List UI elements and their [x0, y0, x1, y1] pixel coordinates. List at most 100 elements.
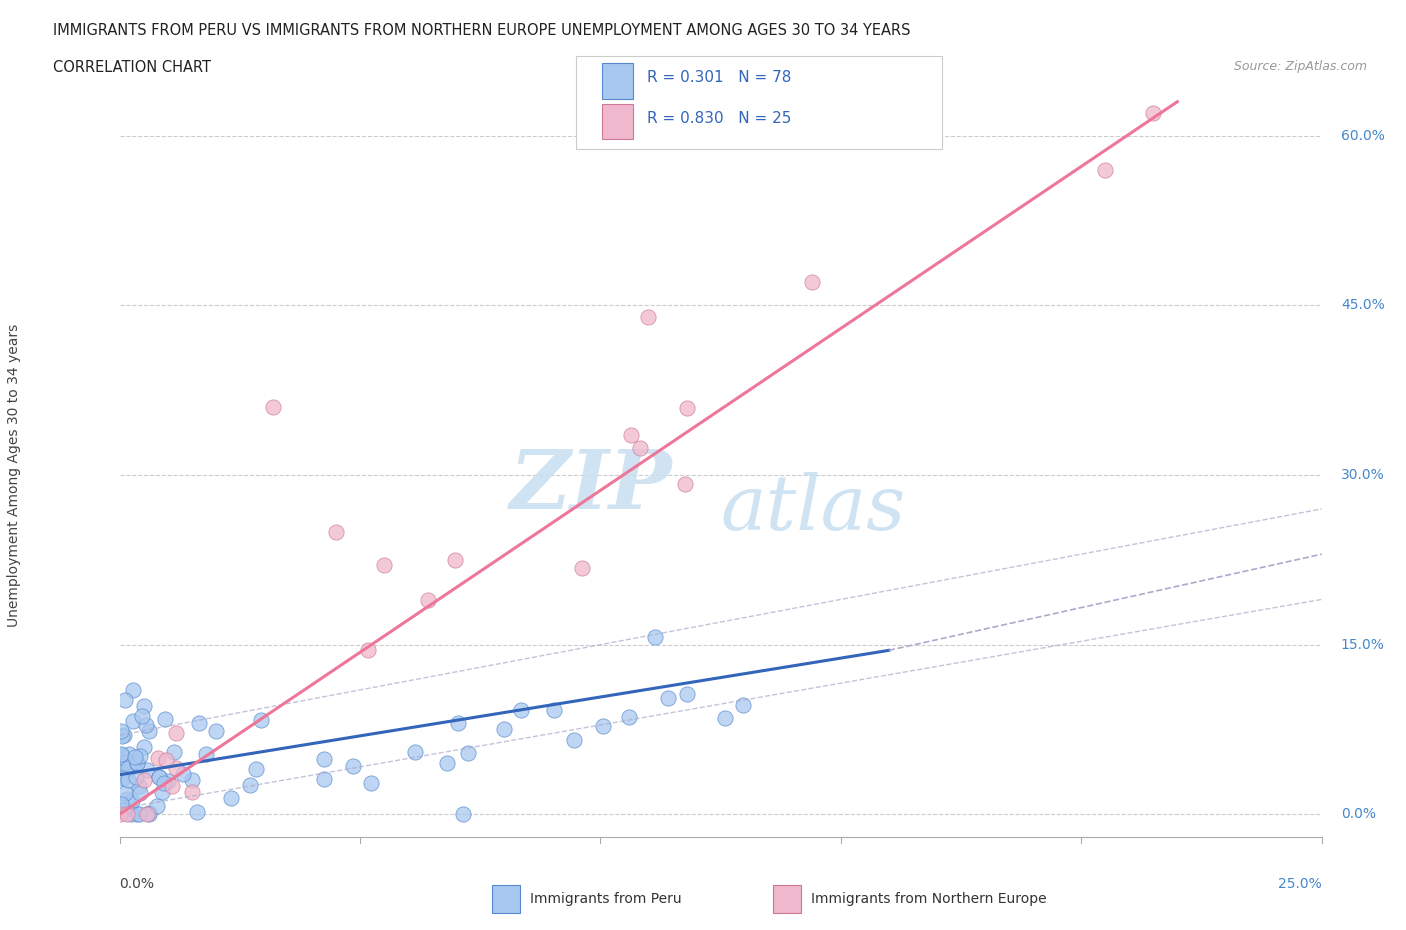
Point	[620, 428, 643, 443]
Point	[314, 751, 336, 766]
Point	[114, 693, 136, 708]
Point	[112, 768, 135, 783]
Point	[135, 717, 157, 732]
Point	[111, 728, 134, 743]
Point	[262, 400, 284, 415]
Point	[127, 756, 149, 771]
Text: 25.0%: 25.0%	[1278, 877, 1322, 891]
Point	[148, 769, 170, 784]
Point	[312, 771, 335, 786]
Point	[447, 716, 470, 731]
Point	[675, 686, 697, 701]
Point	[155, 753, 177, 768]
Point	[110, 747, 132, 762]
Point	[457, 746, 479, 761]
Point	[418, 592, 440, 607]
Text: Immigrants from Northern Europe: Immigrants from Northern Europe	[811, 892, 1047, 907]
Point	[125, 770, 148, 785]
Point	[132, 773, 155, 788]
Point	[357, 643, 380, 658]
Point	[146, 751, 169, 765]
Point	[1094, 162, 1116, 177]
Point	[160, 778, 183, 793]
Point	[733, 698, 755, 712]
Point	[120, 760, 142, 775]
Text: R = 0.830   N = 25: R = 0.830 N = 25	[647, 111, 792, 126]
Point	[115, 755, 138, 770]
Point	[676, 401, 699, 416]
Point	[134, 699, 156, 714]
Point	[373, 558, 395, 573]
Point	[157, 774, 180, 789]
Point	[128, 786, 150, 801]
Point	[125, 807, 148, 822]
Point	[138, 805, 160, 820]
Point	[112, 727, 135, 742]
Point	[111, 771, 134, 786]
Point	[219, 790, 242, 805]
Text: CORRELATION CHART: CORRELATION CHART	[53, 60, 211, 75]
Text: Source: ZipAtlas.com: Source: ZipAtlas.com	[1233, 60, 1367, 73]
Point	[165, 725, 187, 740]
Point	[571, 561, 593, 576]
Point	[342, 758, 364, 773]
Point	[114, 786, 136, 801]
Point	[121, 794, 143, 809]
Point	[111, 803, 134, 817]
Point	[204, 724, 226, 738]
Text: Unemployment Among Ages 30 to 34 years: Unemployment Among Ages 30 to 34 years	[7, 324, 21, 627]
Point	[148, 769, 170, 784]
Point	[628, 441, 651, 456]
Text: 60.0%: 60.0%	[1341, 128, 1385, 142]
Point	[543, 703, 565, 718]
Point	[436, 756, 458, 771]
Point	[110, 764, 132, 779]
Point	[186, 804, 208, 819]
Text: ZIP: ZIP	[510, 446, 672, 526]
Point	[195, 747, 218, 762]
Point	[136, 763, 159, 777]
Point	[172, 767, 194, 782]
Point	[494, 722, 516, 737]
Point	[115, 791, 138, 806]
Point	[138, 807, 160, 822]
Point	[120, 807, 142, 822]
Point	[187, 715, 209, 730]
Point	[165, 761, 187, 776]
Point	[150, 784, 173, 799]
Point	[592, 719, 614, 734]
Point	[714, 711, 737, 725]
Text: R = 0.301   N = 78: R = 0.301 N = 78	[647, 70, 792, 85]
Point	[108, 807, 131, 822]
Point	[360, 776, 382, 790]
Point	[239, 777, 262, 792]
Point	[451, 807, 474, 822]
Point	[111, 747, 134, 762]
Point	[181, 773, 204, 788]
Text: atlas: atlas	[720, 472, 905, 546]
Point	[132, 739, 155, 754]
Point	[562, 732, 585, 747]
Point	[617, 710, 640, 724]
Point	[509, 702, 531, 717]
Point	[657, 690, 679, 705]
Text: 0.0%: 0.0%	[1341, 807, 1376, 821]
Point	[644, 630, 666, 644]
Text: 45.0%: 45.0%	[1341, 299, 1385, 312]
Point	[155, 711, 177, 726]
Point	[115, 807, 138, 822]
Point	[404, 745, 426, 760]
Text: IMMIGRANTS FROM PERU VS IMMIGRANTS FROM NORTHERN EUROPE UNEMPLOYMENT AMONG AGES : IMMIGRANTS FROM PERU VS IMMIGRANTS FROM …	[53, 23, 911, 38]
Text: 30.0%: 30.0%	[1341, 468, 1385, 482]
Text: 15.0%: 15.0%	[1341, 638, 1385, 652]
Point	[117, 761, 139, 776]
Point	[128, 779, 150, 794]
Point	[117, 773, 139, 788]
Text: Immigrants from Peru: Immigrants from Peru	[530, 892, 682, 907]
Point	[245, 762, 267, 777]
Point	[122, 713, 145, 728]
Point	[180, 784, 202, 799]
Point	[124, 750, 146, 764]
Point	[122, 754, 145, 769]
Point	[146, 799, 169, 814]
